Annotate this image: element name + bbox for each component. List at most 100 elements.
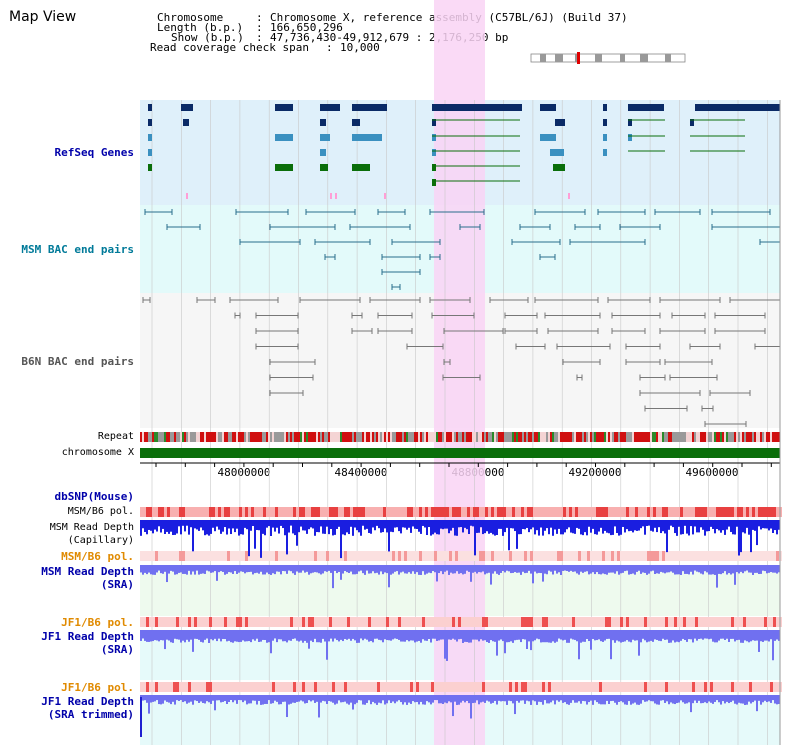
polymorphism-cell <box>764 617 767 627</box>
read-depth-bar <box>584 630 586 642</box>
repeat-element <box>458 432 460 442</box>
polymorphism-cell <box>641 617 644 627</box>
read-depth-bar <box>636 695 638 705</box>
read-depth-bar <box>456 565 458 572</box>
polymorphism-cell <box>323 551 326 561</box>
read-depth-bar <box>172 565 174 572</box>
repeat-element <box>558 432 560 442</box>
polymorphism-cell <box>743 617 746 627</box>
track-label-jf1-depth-1: JF1 Read Depth <box>41 630 134 643</box>
read-depth-bar <box>764 695 766 701</box>
chromosome-key: Chromosome <box>157 11 224 24</box>
read-depth-bar <box>204 565 206 574</box>
repeat-element <box>386 432 388 442</box>
track-label-jf1-depth-2: JF1 Read Depth <box>41 695 134 708</box>
polymorphism-cell <box>353 507 356 517</box>
polymorphism-cell <box>188 682 191 692</box>
read-depth-bar <box>508 630 510 643</box>
polymorphism-cell <box>497 617 500 627</box>
read-depth-bar <box>274 520 276 532</box>
read-depth-bar <box>652 630 654 642</box>
read-depth-bar <box>292 695 294 703</box>
read-depth-bar <box>386 630 388 641</box>
repeat-element <box>616 432 618 442</box>
read-depth-bar <box>262 565 264 575</box>
polymorphism-cell <box>215 507 218 517</box>
read-depth-bar <box>148 695 150 714</box>
polymorphism-cell <box>374 617 377 627</box>
polymorphism-cell <box>707 682 710 692</box>
repeat-element <box>562 432 564 442</box>
read-depth-bar <box>232 565 234 574</box>
repeat-element <box>282 432 284 442</box>
read-depth-bar <box>552 695 554 701</box>
polymorphism-cell <box>473 682 476 692</box>
read-depth-bar <box>748 695 750 702</box>
read-depth-bar <box>510 520 512 529</box>
read-depth-bar <box>244 630 246 642</box>
polymorphism-cell <box>149 551 152 561</box>
read-depth-bar <box>238 630 240 643</box>
polymorphism-cell <box>458 551 461 561</box>
read-depth-bar <box>720 565 722 575</box>
polymorphism-cell <box>665 682 668 692</box>
polymorphism-cell <box>695 507 698 517</box>
polymorphism-cell <box>239 551 242 561</box>
polymorphism-cell <box>470 507 473 517</box>
polymorphism-cell <box>614 682 617 692</box>
polymorphism-cell <box>278 507 281 517</box>
polymorphism-cell <box>224 682 227 692</box>
polymorphism-cell <box>539 617 542 627</box>
read-depth-bar <box>412 695 414 702</box>
polymorphism-cell <box>197 507 200 517</box>
refseq-gene <box>148 104 152 111</box>
read-depth-bar <box>512 520 514 529</box>
polymorphism-cell <box>698 551 701 561</box>
read-depth-bar <box>182 695 184 703</box>
read-depth-bar <box>264 520 266 536</box>
read-depth-bar <box>460 520 462 528</box>
polymorphism-cell <box>656 682 659 692</box>
repeat-element <box>778 432 780 442</box>
polymorphism-cell <box>764 682 767 692</box>
repeat-element <box>756 432 758 442</box>
read-depth-bar <box>536 630 538 639</box>
track-label-repeat: Repeat <box>97 431 134 442</box>
read-depth-bar <box>320 695 322 703</box>
read-depth-bar <box>752 695 754 703</box>
polymorphism-cell <box>737 507 740 517</box>
read-depth-bar <box>270 565 272 575</box>
polymorphism-cell <box>449 617 452 627</box>
read-depth-bar <box>556 630 558 642</box>
read-depth-bar <box>688 630 690 640</box>
refseq-gene <box>320 134 330 141</box>
refseq-pink-mark <box>186 193 188 199</box>
read-depth-bar <box>658 520 660 528</box>
read-depth-bar <box>584 520 586 533</box>
refseq-gene <box>603 134 607 141</box>
polymorphism-cell <box>689 507 692 517</box>
read-depth-bar <box>268 630 270 643</box>
read-depth-bar <box>182 630 184 641</box>
polymorphism-cell <box>587 682 590 692</box>
polymorphism-cell <box>353 682 356 692</box>
read-depth-bar <box>328 565 330 571</box>
read-depth-bar <box>322 520 324 534</box>
repeat-element <box>648 432 650 442</box>
repeat-element <box>734 432 736 442</box>
polymorphism-cell <box>305 507 308 517</box>
polymorphism-cell <box>218 682 221 692</box>
read-depth-bar <box>448 695 450 702</box>
read-depth-bar <box>284 630 286 642</box>
read-depth-bar <box>180 695 182 701</box>
polymorphism-cell <box>221 551 224 561</box>
polymorphism-cell <box>335 507 338 517</box>
read-depth-bar <box>306 565 308 572</box>
polymorphism-cell <box>638 507 641 517</box>
read-depth-bar <box>698 630 700 639</box>
polymorphism-cell <box>599 507 602 517</box>
repeat-element <box>472 432 474 442</box>
read-depth-bar <box>316 630 318 643</box>
read-depth-bar <box>754 630 756 641</box>
